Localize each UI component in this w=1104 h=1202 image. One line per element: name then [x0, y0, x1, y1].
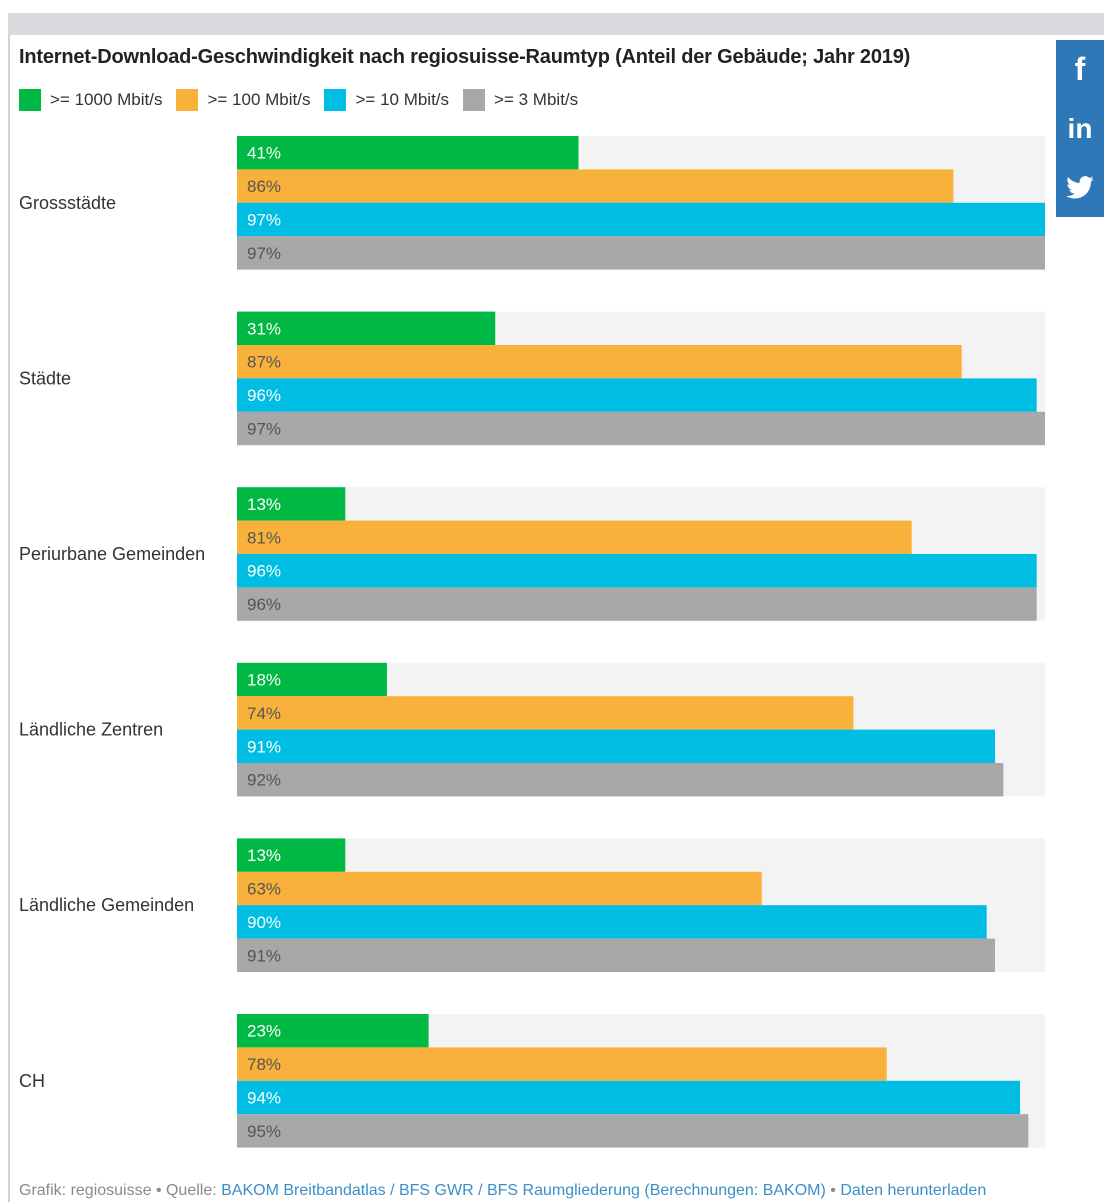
data-label-ch-3: 95% — [247, 1122, 281, 1141]
legend-item-10[interactable]: >= 10 Mbit/s — [324, 89, 449, 111]
legend-label-10: >= 10 Mbit/s — [355, 90, 450, 109]
bar-landliche-zentren-10[interactable] — [237, 729, 996, 763]
data-label-landliche-zentren-1000: 18% — [247, 671, 281, 690]
bar-stadte-3[interactable] — [237, 411, 1045, 446]
footer-prefix: Grafik: regiosuisse • Quelle: — [19, 1182, 222, 1199]
data-label-stadte-10: 96% — [247, 386, 281, 405]
linkedin-icon: in — [1067, 112, 1093, 144]
facebook-icon: f — [1074, 51, 1086, 87]
legend-item-3[interactable]: >= 3 Mbit/s — [463, 89, 578, 111]
bar-periurbane-gemeinden-1000[interactable] — [237, 487, 346, 521]
bar-grossstadte-1000[interactable] — [237, 136, 579, 170]
source-link[interactable]: BAKOM Breitbandatlas / BFS GWR / BFS Rau… — [221, 1182, 826, 1199]
bar-landliche-gemeinden-100[interactable] — [237, 871, 762, 906]
chart-title: Internet-Download-Geschwindigkeit nach r… — [19, 46, 911, 68]
data-label-landliche-gemeinden-1000: 13% — [247, 846, 281, 865]
bar-periurbane-gemeinden-10[interactable] — [237, 554, 1037, 588]
bar-ch-3[interactable] — [237, 1114, 1029, 1148]
legend-swatch-100 — [176, 89, 199, 111]
data-label-stadte-100: 87% — [247, 353, 281, 372]
category-label-landliche-zentren: Ländliche Zentren — [19, 720, 163, 740]
data-label-grossstadte-10: 97% — [247, 211, 281, 230]
bar-stadte-1000[interactable] — [237, 311, 496, 345]
data-label-periurbane-gemeinden-1000: 13% — [247, 495, 281, 514]
category-label-periurbane-gemeinden: Periurbane Gemeinden — [19, 544, 205, 564]
data-label-landliche-gemeinden-3: 91% — [247, 946, 281, 965]
bar-landliche-zentren-1000[interactable] — [237, 662, 387, 697]
bar-ch-1000[interactable] — [237, 1014, 429, 1048]
data-label-periurbane-gemeinden-10: 96% — [247, 562, 281, 581]
legend-item-100[interactable]: >= 100 Mbit/s — [176, 89, 310, 111]
legend-label-3: >= 3 Mbit/s — [494, 90, 579, 109]
download-data-link[interactable]: Daten herunterladen — [840, 1182, 987, 1199]
chart-footer: Grafik: regiosuisse • Quelle: BAKOM Brei… — [19, 1182, 986, 1200]
category-label-landliche-gemeinden: Ländliche Gemeinden — [19, 895, 194, 915]
data-label-grossstadte-100: 86% — [247, 177, 281, 196]
bar-periurbane-gemeinden-100[interactable] — [237, 520, 912, 554]
legend-swatch-10 — [324, 89, 347, 111]
bar-landliche-zentren-100[interactable] — [237, 696, 854, 730]
data-label-periurbane-gemeinden-3: 96% — [247, 595, 281, 614]
legend-swatch-3 — [463, 89, 486, 111]
bar-grossstadte-3[interactable] — [237, 236, 1045, 270]
data-label-landliche-gemeinden-10: 90% — [247, 913, 281, 932]
data-label-ch-1000: 23% — [247, 1022, 281, 1041]
legend-item-1000[interactable]: >= 1000 Mbit/s — [19, 89, 162, 111]
data-label-landliche-zentren-10: 91% — [247, 737, 281, 756]
bar-landliche-gemeinden-10[interactable] — [237, 905, 987, 939]
twitter-share-button[interactable] — [1056, 158, 1104, 217]
legend-swatch-1000 — [19, 89, 41, 111]
footer-separator: • — [825, 1182, 841, 1199]
bar-grossstadte-10[interactable] — [237, 202, 1045, 237]
bar-landliche-gemeinden-3[interactable] — [237, 938, 996, 972]
legend-label-100: >= 100 Mbit/s — [207, 90, 311, 109]
legend-label-1000: >= 1000 Mbit/s — [50, 90, 163, 109]
legend: >= 1000 Mbit/s >= 100 Mbit/s >= 10 Mbit/… — [19, 89, 592, 111]
bar-landliche-zentren-3[interactable] — [237, 763, 1004, 797]
twitter-icon — [1066, 175, 1094, 198]
data-label-grossstadte-3: 97% — [247, 244, 281, 263]
category-label-stadte: Städte — [19, 368, 71, 388]
data-label-stadte-1000: 31% — [247, 319, 281, 338]
linkedin-share-button[interactable]: in — [1056, 99, 1104, 158]
bar-landliche-gemeinden-1000[interactable] — [237, 838, 346, 872]
top-bar — [8, 13, 1104, 35]
social-share-bar: f in — [1056, 40, 1104, 217]
data-label-landliche-zentren-100: 74% — [247, 704, 281, 723]
data-label-landliche-zentren-3: 92% — [247, 771, 281, 790]
data-label-landliche-gemeinden-100: 63% — [247, 880, 281, 899]
category-label-grossstadte: Grossstädte — [19, 193, 116, 213]
data-label-ch-10: 94% — [247, 1089, 281, 1108]
bar-periurbane-gemeinden-3[interactable] — [237, 587, 1037, 621]
bar-stadte-10[interactable] — [237, 378, 1037, 412]
data-label-periurbane-gemeinden-100: 81% — [247, 528, 281, 547]
bar-ch-10[interactable] — [237, 1080, 1021, 1115]
facebook-share-button[interactable]: f — [1056, 40, 1104, 99]
data-label-stadte-3: 97% — [247, 420, 281, 439]
data-label-ch-100: 78% — [247, 1055, 281, 1074]
bar-grossstadte-100[interactable] — [237, 169, 954, 203]
category-label-ch: CH — [19, 1071, 45, 1091]
bar-ch-100[interactable] — [237, 1047, 887, 1081]
data-label-grossstadte-1000: 41% — [247, 144, 281, 163]
bar-stadte-100[interactable] — [237, 345, 962, 379]
